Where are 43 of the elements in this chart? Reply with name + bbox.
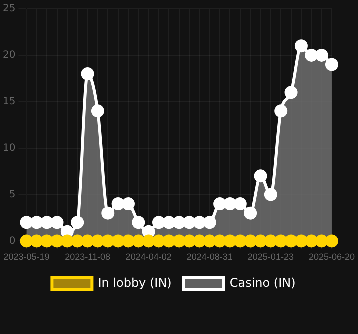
y-tick-label: 20 (2, 50, 16, 62)
x-tick-label: 2025-06-20 (308, 252, 356, 262)
point (315, 48, 328, 62)
point (132, 216, 146, 230)
x-tick-label: 2023-05-19 (4, 252, 50, 262)
x-tick-label: 2024-08-31 (186, 252, 233, 262)
point (50, 216, 64, 230)
x-tick-label: 2024-04-02 (126, 252, 172, 262)
point (203, 216, 216, 230)
point (284, 86, 298, 100)
point (193, 216, 206, 230)
point (81, 68, 94, 81)
y-tick-label: 0 (9, 236, 16, 247)
point (224, 198, 237, 211)
point (71, 216, 84, 230)
y-tick-label: 25 (2, 4, 16, 15)
legend-label: In lobby (IN) (98, 276, 172, 290)
point (91, 104, 104, 118)
point (112, 198, 125, 211)
point (305, 48, 318, 62)
point (244, 206, 258, 220)
point (122, 198, 135, 211)
y-tick-label: 5 (9, 189, 16, 200)
point (274, 104, 288, 118)
point (102, 206, 115, 220)
point (214, 198, 227, 211)
point (254, 170, 268, 183)
y-tick-label: 15 (2, 96, 16, 108)
point (162, 216, 176, 230)
point (30, 216, 44, 230)
point (40, 216, 54, 230)
point (294, 40, 308, 53)
point (325, 58, 338, 72)
point (264, 188, 278, 202)
legend-label: Casino (IN) (230, 276, 296, 290)
point (234, 198, 247, 211)
point (183, 216, 196, 230)
point (172, 216, 186, 230)
point (20, 216, 34, 230)
x-tick-label: 2023-11-08 (65, 252, 110, 262)
y-tick-label: 10 (2, 142, 16, 154)
x-tick-label: 2025-01-23 (248, 252, 294, 262)
point (152, 216, 166, 230)
